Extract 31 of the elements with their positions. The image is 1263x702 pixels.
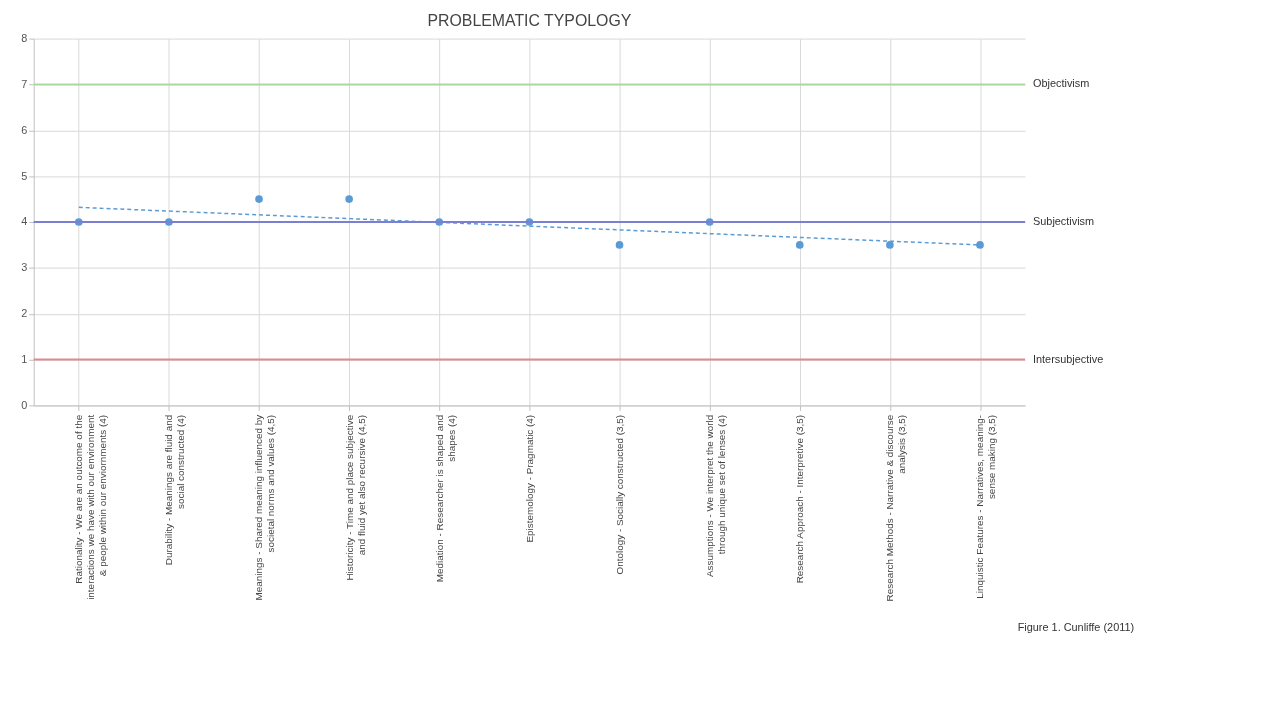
y-tick-label: 7 [21,77,28,90]
x-tick-label: Research Approach - Interpretive (3,5) [794,414,806,584]
point [615,241,624,249]
x-tick-label: Historicity - Time and place subjective and fluid yet also recursive (4,5) [343,414,367,581]
x-tick-label: Assumptions - We interpret the world through unique set of lenses (4) [704,414,727,578]
x-tick-label: Epistemology - Pragmatic (4) [523,414,535,543]
point [976,241,984,249]
point [795,241,804,249]
x-tick-label: Mediation - Researcher is shaped and shapes (4) [433,414,457,583]
x-tick-label: Meanings - Shared meaning influenced by societal norms and values (4,5) [253,414,277,601]
x-tick-label: Ontology - Socially constructed (3,5) [613,414,625,575]
ref-line-label: Subjectivism [1033,214,1095,227]
x-tick-label: Research Methods - Narrative & discourse analysis (3,5) [884,414,908,602]
caption: Figure 1. Cunliffe (2011) [1017,621,1135,634]
point [886,241,894,249]
point [345,195,353,203]
ref-line-label: Objectivism [1033,77,1090,90]
y-tick-label: 1 [21,353,28,366]
ref-line-label: Intersubjective [1033,352,1104,365]
y-tick-label: 3 [21,261,28,274]
x-tick-label: Rationality - We are an outcome of the interactions we have with our environment & people within our enviornments (4) [73,414,109,600]
y-tick-label: 2 [21,307,28,320]
y-tick-label: 5 [21,169,28,182]
point [255,195,263,203]
y-tick-label: 0 [21,398,28,411]
x-tick-label: Durability - Meanings are fluid and social constructed (4) [163,414,187,566]
chart-title: PROBLEMATIC TYPOLOGY [427,11,632,29]
y-tick-label: 8 [21,32,28,45]
y-tick-label: 6 [21,123,28,136]
y-tick-label: 4 [21,215,28,228]
x-tick-label: Linquistic Features - Narratives, meaning-sense making (3,5) [974,414,998,599]
